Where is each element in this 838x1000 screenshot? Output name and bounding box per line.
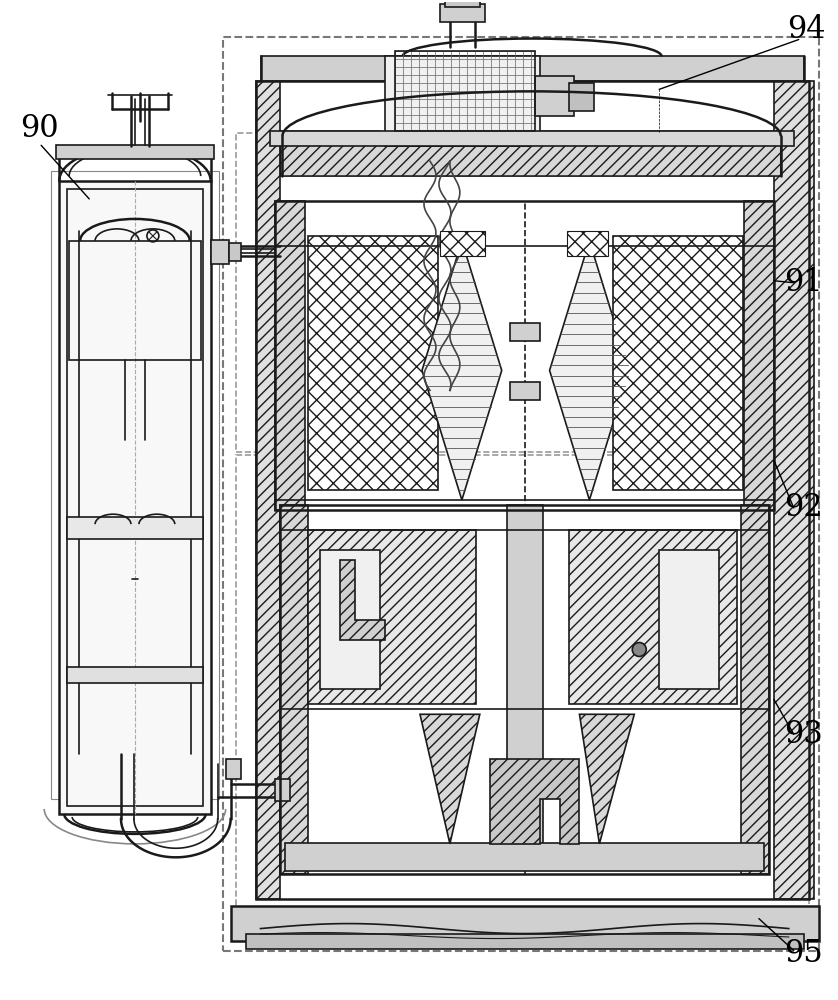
Bar (613, 236, 743, 490)
Text: 94: 94 (788, 14, 826, 45)
Bar (51, 171, 219, 799)
Bar (70, 241, 201, 360)
Bar (510, 323, 540, 341)
Bar (235, 455, 809, 914)
Bar (773, 81, 814, 899)
Text: 90: 90 (20, 113, 59, 144)
Polygon shape (579, 714, 634, 844)
Bar (223, 37, 819, 951)
Bar (67, 517, 203, 539)
Bar (385, 56, 540, 141)
Bar (276, 779, 291, 801)
Polygon shape (489, 759, 579, 844)
Bar (235, 133, 809, 452)
Bar (395, 51, 535, 131)
Bar (246, 934, 804, 949)
Bar (440, 231, 484, 256)
Bar (225, 759, 241, 779)
Bar (660, 550, 719, 689)
Polygon shape (281, 131, 781, 176)
Bar (308, 236, 438, 490)
Bar (320, 550, 380, 689)
Bar (741, 505, 768, 874)
Bar (308, 530, 476, 704)
Bar (256, 81, 281, 899)
Polygon shape (550, 241, 629, 500)
Bar (570, 83, 594, 111)
Polygon shape (340, 560, 385, 640)
Bar (510, 382, 540, 400)
Text: 91: 91 (784, 267, 823, 298)
Bar (535, 76, 575, 116)
Bar (271, 131, 794, 146)
Circle shape (633, 643, 646, 656)
Bar (230, 906, 819, 941)
Polygon shape (420, 714, 480, 844)
Bar (286, 843, 764, 871)
Bar (281, 505, 768, 874)
Bar (256, 81, 809, 899)
Bar (507, 505, 542, 864)
Bar (744, 201, 773, 510)
Bar (445, 0, 480, 7)
Bar (229, 243, 241, 261)
Bar (67, 667, 203, 683)
Bar (276, 201, 305, 510)
Bar (261, 56, 804, 81)
Text: 93: 93 (784, 719, 823, 750)
Bar (281, 505, 308, 874)
Bar (570, 530, 737, 704)
Bar (276, 201, 773, 510)
Bar (440, 4, 484, 22)
Bar (67, 189, 203, 806)
Polygon shape (422, 241, 502, 500)
Text: 95: 95 (784, 938, 823, 969)
Bar (59, 181, 210, 814)
Bar (210, 240, 229, 264)
Text: 92: 92 (784, 492, 823, 523)
Bar (56, 145, 214, 159)
Bar (566, 231, 608, 256)
